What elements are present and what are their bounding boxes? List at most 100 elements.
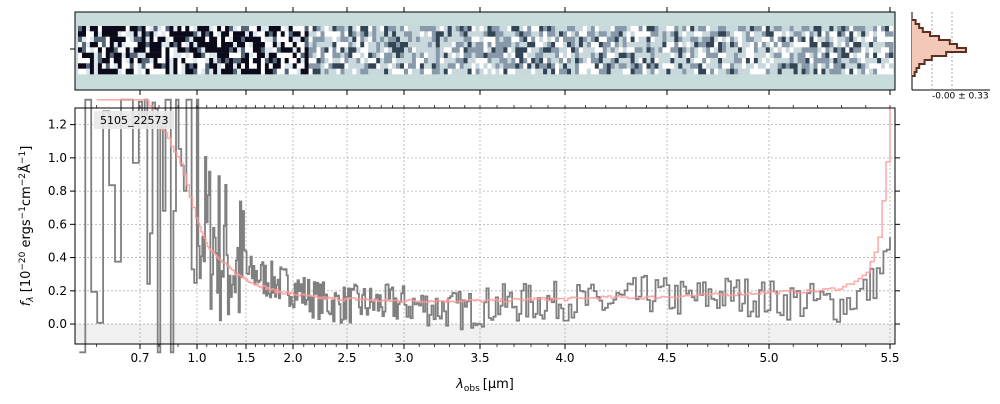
spectrum-2d-pixel <box>523 42 528 48</box>
spectrum-2d-pixel <box>483 68 488 75</box>
spectrum-2d-pixel <box>149 36 154 43</box>
spectrum-2d-pixel <box>861 52 866 59</box>
spectrum-2d-pixel <box>722 31 727 37</box>
spectrum-2d-pixel <box>415 42 421 48</box>
spectrum-2d-pixel <box>117 42 123 48</box>
spectrum-2d-pixel <box>280 31 286 37</box>
spectrum-2d-pixel <box>539 42 544 48</box>
spectrum-2d-pixel <box>312 47 317 53</box>
spectrum-2d-pixel <box>706 36 711 43</box>
spectrum-2d-pixel <box>809 63 814 69</box>
spectrum-2d-pixel <box>459 58 464 64</box>
spectrum-2d-pixel <box>873 68 878 75</box>
spectrum-2d-pixel <box>185 58 190 64</box>
spectrum-2d-pixel <box>622 26 627 32</box>
spectrum-2d-pixel <box>292 36 297 43</box>
spectrum-2d-pixel <box>471 52 476 59</box>
spectrum-2d-pixel <box>523 31 528 37</box>
spectrum-2d-pixel <box>189 47 194 53</box>
spectrum-2d-pixel <box>849 26 854 32</box>
spectrum-2d-pixel <box>722 52 727 59</box>
spectrum-2d-pixel <box>678 31 683 37</box>
spectrum-2d-pixel <box>280 58 286 64</box>
spectrum-2d-pixel <box>749 42 755 48</box>
spectrum-2d-pixel <box>324 68 329 75</box>
spectrum-2d-pixel <box>626 42 631 48</box>
spectrum-2d-pixel <box>662 52 667 59</box>
spectrum-2d-pixel <box>304 68 309 75</box>
spectrum-2d-pixel <box>380 26 385 32</box>
spectrum-2d-pixel <box>670 63 675 69</box>
spectrum-2d-pixel <box>861 58 866 64</box>
spectrum-2d-pixel <box>849 68 854 75</box>
spectrum-2d-pixel <box>586 63 592 69</box>
spectrum-2d-pixel <box>642 36 647 43</box>
spectrum-2d-pixel <box>252 31 258 37</box>
spectrum-2d-pixel <box>300 26 305 32</box>
spectrum-2d-pixel <box>229 26 234 32</box>
spectrum-2d-pixel <box>443 63 449 69</box>
spectrum-2d-pixel <box>356 26 361 32</box>
spectrum-2d-pixel <box>869 52 874 59</box>
spectrum-2d-pixel <box>467 36 472 43</box>
spectrum-2d-pixel <box>467 31 472 37</box>
spectrum-2d-pixel <box>419 36 425 43</box>
spectrum-2d-pixel <box>133 63 138 69</box>
spectrum-2d-pixel <box>885 36 890 43</box>
spectrum-2d-pixel <box>610 68 615 75</box>
spectrum-2d-pixel <box>674 42 679 48</box>
spectrum-2d-pixel <box>626 26 631 32</box>
spectrum-2d-pixel <box>539 31 544 37</box>
spectrum-2d-pixel <box>761 31 767 37</box>
spectrum-2d-pixel <box>749 26 755 32</box>
spectrum-2d-pixel <box>575 47 580 53</box>
spectrum-2d-pixel <box>773 68 778 75</box>
spectrum-2d-pixel <box>785 58 790 64</box>
spectrum-2d-pixel <box>376 31 381 37</box>
spectrum-2d-pixel <box>459 42 464 48</box>
spectrum-2d-pixel <box>268 42 274 48</box>
spectrum-2d-pixel <box>82 42 87 48</box>
spectrum-2d-pixel <box>133 58 138 64</box>
spectrum-2d-pixel <box>841 26 846 32</box>
spectrum-2d-pixel <box>543 26 548 32</box>
spectrum-2d-pixel <box>260 68 266 75</box>
spectrum-2d-pixel <box>857 26 862 32</box>
spectrum-2d-pixel <box>590 52 596 59</box>
spectrum-2d-pixel <box>229 52 234 59</box>
spectrum-2d-pixel <box>229 68 234 75</box>
spectrum-2d-pixel <box>586 31 592 37</box>
spectrum-2d-pixel <box>841 63 846 69</box>
spectrum-2d-pixel <box>761 36 767 43</box>
spectrum-2d-pixel <box>666 63 671 69</box>
spectrum-2d-pixel <box>145 26 150 32</box>
spectrum-2d-pixel <box>845 47 850 53</box>
spectrum-2d-pixel <box>650 52 655 59</box>
spectrum-2d-pixel <box>185 42 190 48</box>
spectrum-2d-pixel <box>885 31 890 37</box>
spectrum-2d-pixel <box>777 31 782 37</box>
spectrum-2d-pixel <box>419 63 425 69</box>
spectrum-2d-pixel <box>714 31 719 37</box>
spectrum-2d-pixel <box>650 42 655 48</box>
spectrum-2d-pixel <box>869 68 874 75</box>
spectrum-2d-pixel <box>101 31 107 37</box>
spectrum-2d-pixel <box>658 63 663 69</box>
spectrum-2d-pixel <box>483 52 488 59</box>
spectrum-2d-pixel <box>741 36 747 43</box>
spectrum-2d-pixel <box>559 36 564 43</box>
spectrum-2d-pixel <box>328 42 333 48</box>
spectrum-2d-pixel <box>78 36 83 43</box>
spectrum-2d-pixel <box>535 63 540 69</box>
spectrum-2d-pixel <box>578 58 584 64</box>
spectrum-2d-pixel <box>567 58 572 64</box>
spectrum-2d-pixel <box>336 36 341 43</box>
spectrum-2d-pixel <box>813 58 818 64</box>
spectrum-2d-pixel <box>404 36 409 43</box>
spectrum-2d-pixel <box>777 47 782 53</box>
spectrum-2d-pixel <box>161 68 166 75</box>
spectrum-2d-pixel <box>853 42 858 48</box>
x-tick-label: 2.5 <box>337 351 356 365</box>
spectrum-2d-pixel <box>475 36 480 43</box>
